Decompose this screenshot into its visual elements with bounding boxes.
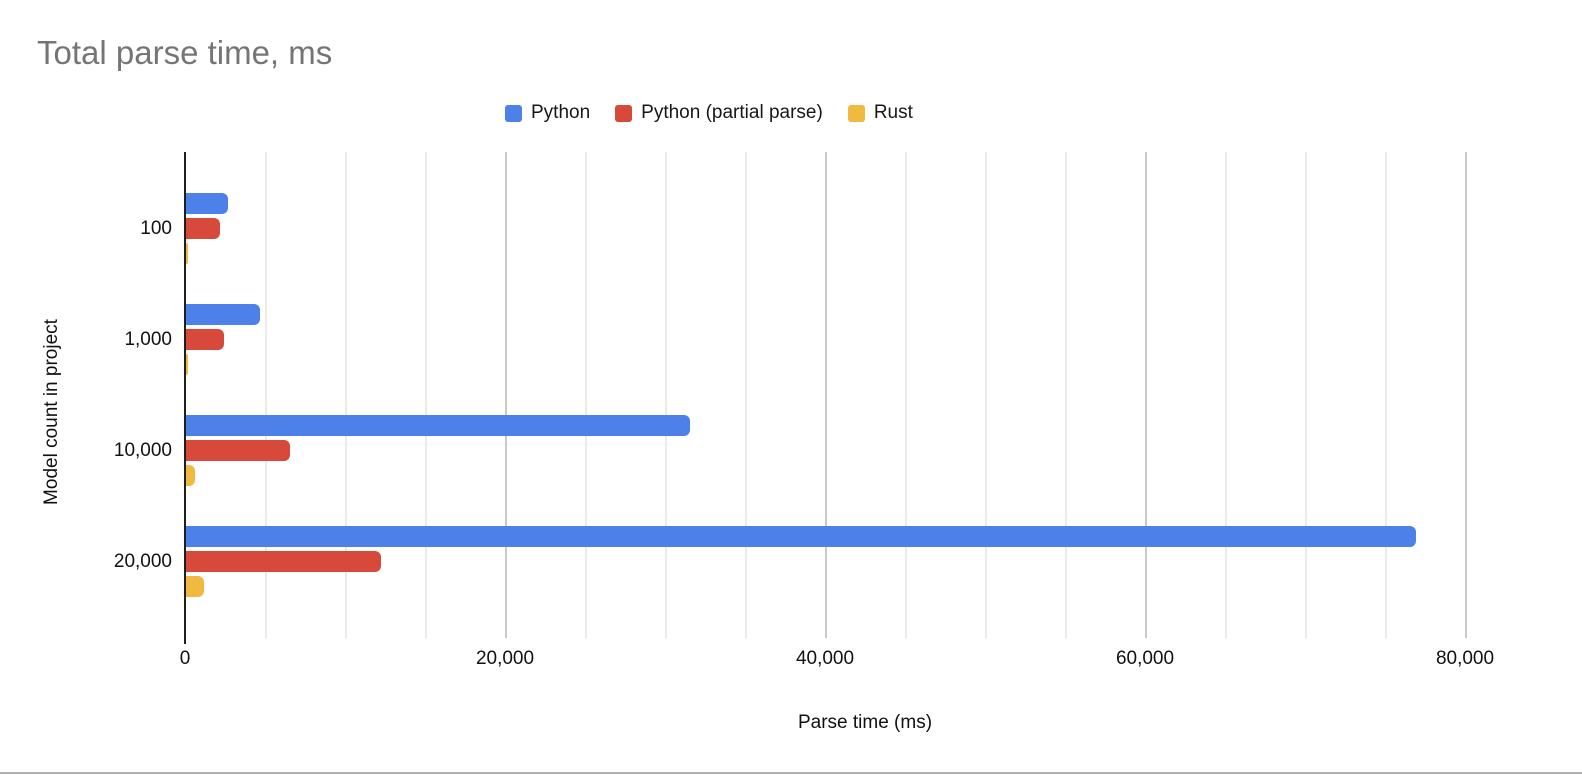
major-gridline (505, 152, 507, 638)
minor-gridline (1305, 152, 1307, 638)
bar-rust-1-000[interactable] (186, 354, 188, 375)
minor-gridline (1065, 152, 1067, 638)
bar-python-20-000[interactable] (186, 526, 1416, 547)
minor-gridline (1385, 152, 1387, 638)
bar-python-1-000[interactable] (186, 304, 260, 325)
x-tick-label-60-000: 60,000 (1115, 648, 1175, 669)
legend-item-python[interactable]: Python (505, 102, 590, 124)
x-axis-title: Parse time (ms) (797, 712, 933, 733)
bar-rust-20-000[interactable] (186, 576, 204, 597)
category-label-100: 100 (140, 217, 172, 239)
legend-swatch-icon (847, 104, 865, 122)
legend-item-rust[interactable]: Rust (847, 102, 913, 124)
legend-label: Python (partial parse) (641, 102, 823, 123)
y-axis-title: Model count in project (41, 319, 62, 505)
y-axis-baseline (184, 152, 186, 644)
chart-title: Total parse time, ms (37, 34, 333, 71)
category-label-20-000: 20,000 (113, 550, 172, 572)
bar-python-partial-parse-10-000[interactable] (186, 440, 290, 461)
bar-python-10-000[interactable] (186, 415, 690, 436)
major-gridline (1145, 152, 1147, 638)
bar-rust-100[interactable] (186, 243, 188, 264)
bar-python-partial-parse-20-000[interactable] (186, 551, 381, 572)
legend-label: Python (531, 102, 591, 123)
legend-swatch-icon (615, 104, 633, 122)
major-gridline (1465, 152, 1467, 638)
legend-swatch-icon (505, 104, 522, 122)
minor-gridline (345, 152, 347, 638)
category-label-10-000: 10,000 (113, 439, 172, 461)
bar-python-partial-parse-1-000[interactable] (186, 329, 224, 350)
legend: Python Python (partial parse) Rust (505, 102, 913, 124)
plot-area (185, 152, 1545, 638)
x-tick-label-40-000: 40,000 (795, 648, 855, 669)
page-bottom-divider (0, 772, 1582, 774)
minor-gridline (265, 152, 267, 638)
minor-gridline (905, 152, 907, 638)
bar-python-partial-parse-100[interactable] (186, 218, 220, 239)
minor-gridline (745, 152, 747, 638)
major-gridline (825, 152, 827, 638)
legend-item-python-partial-parse[interactable]: Python (partial parse) (615, 102, 823, 124)
minor-gridline (585, 152, 587, 638)
minor-gridline (985, 152, 987, 638)
legend-label: Rust (873, 102, 913, 123)
minor-gridline (425, 152, 427, 638)
minor-gridline (665, 152, 667, 638)
category-label-1-000: 1,000 (124, 328, 172, 350)
minor-gridline (1225, 152, 1227, 638)
x-tick-label-0: 0 (179, 648, 191, 669)
x-tick-label-80-000: 80,000 (1435, 648, 1495, 669)
bar-rust-10-000[interactable] (186, 465, 195, 486)
bar-python-100[interactable] (186, 193, 228, 214)
x-tick-label-20-000: 20,000 (475, 648, 535, 669)
